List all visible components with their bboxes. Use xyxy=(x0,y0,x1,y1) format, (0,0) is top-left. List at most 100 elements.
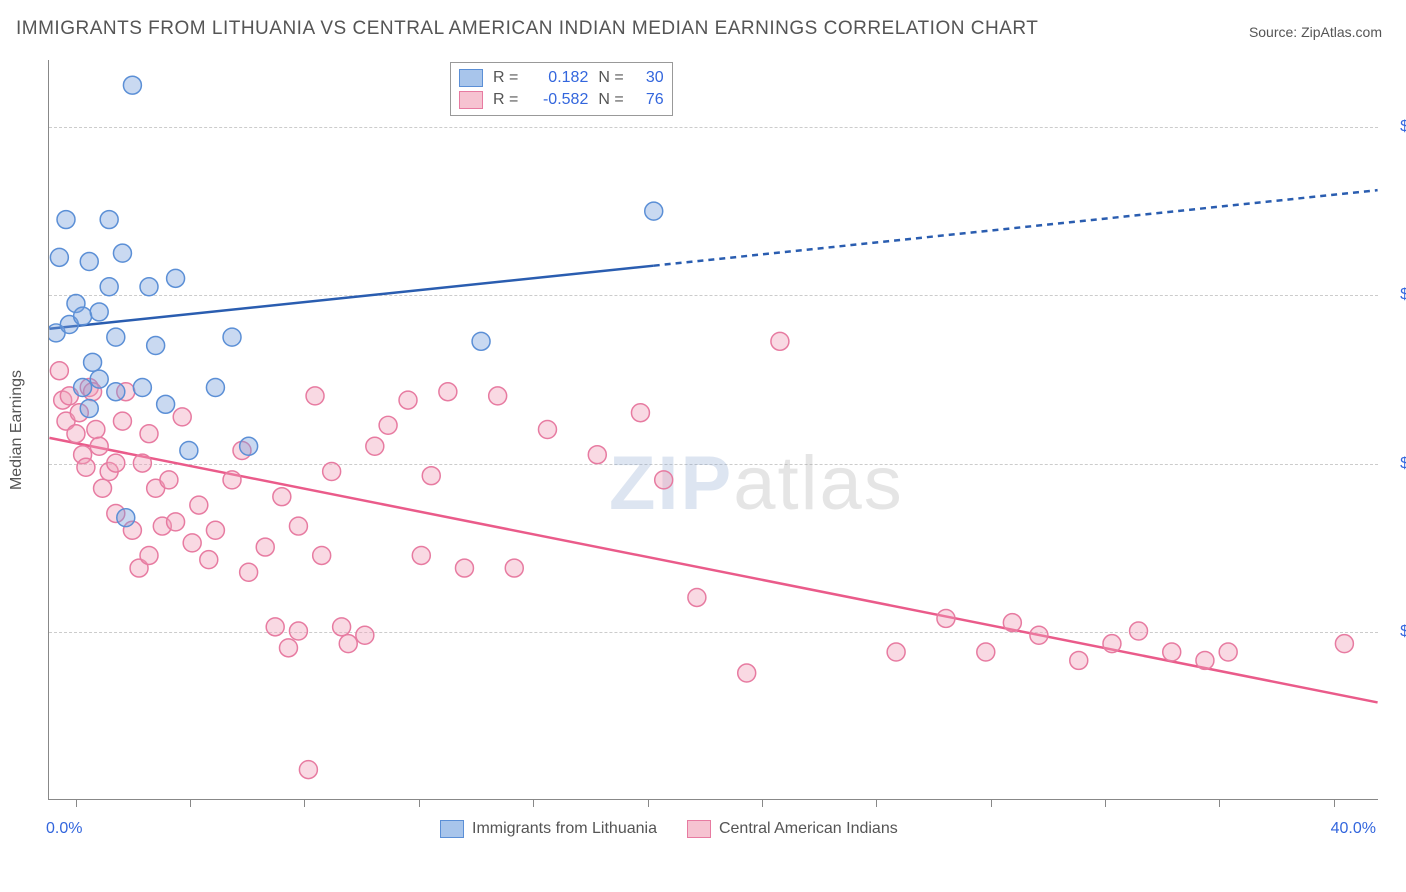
scatter-point xyxy=(223,328,241,346)
scatter-point xyxy=(206,521,224,539)
x-tick xyxy=(304,799,305,807)
scatter-point xyxy=(439,383,457,401)
scatter-point xyxy=(937,609,955,627)
scatter-point xyxy=(588,446,606,464)
scatter-point xyxy=(655,471,673,489)
legend-n-value: 30 xyxy=(634,69,664,87)
scatter-point xyxy=(67,425,85,443)
legend-swatch xyxy=(459,91,483,109)
trend-line xyxy=(49,266,653,329)
scatter-point xyxy=(1130,622,1148,640)
scatter-point xyxy=(167,513,185,531)
legend-series-item: Immigrants from Lithuania xyxy=(440,820,657,838)
scatter-point xyxy=(313,546,331,564)
legend-r-label: R = xyxy=(493,91,518,109)
scatter-point xyxy=(74,307,92,325)
legend-series-label: Immigrants from Lithuania xyxy=(472,820,657,838)
legend-n-label: N = xyxy=(598,69,623,87)
scatter-point xyxy=(80,400,98,418)
scatter-svg xyxy=(49,60,1378,799)
scatter-point xyxy=(1163,643,1181,661)
scatter-point xyxy=(240,437,258,455)
scatter-point xyxy=(90,437,108,455)
scatter-point xyxy=(50,362,68,380)
scatter-point xyxy=(645,202,663,220)
x-tick xyxy=(1105,799,1106,807)
y-tick-label: $60,000 xyxy=(1388,286,1406,304)
scatter-point xyxy=(94,479,112,497)
scatter-point xyxy=(289,622,307,640)
scatter-point xyxy=(505,559,523,577)
scatter-point xyxy=(140,278,158,296)
scatter-point xyxy=(200,551,218,569)
scatter-point xyxy=(100,278,118,296)
legend-swatch xyxy=(459,69,483,87)
scatter-point xyxy=(279,639,297,657)
scatter-point xyxy=(1196,651,1214,669)
legend-swatch xyxy=(687,820,711,838)
scatter-point xyxy=(422,467,440,485)
scatter-point xyxy=(379,416,397,434)
scatter-point xyxy=(273,488,291,506)
scatter-point xyxy=(100,211,118,229)
x-tick xyxy=(648,799,649,807)
x-tick xyxy=(533,799,534,807)
scatter-point xyxy=(117,509,135,527)
scatter-point xyxy=(140,546,158,564)
legend-r-label: R = xyxy=(493,69,518,87)
scatter-point xyxy=(223,471,241,489)
source-attribution: Source: ZipAtlas.com xyxy=(1249,24,1382,40)
scatter-point xyxy=(472,332,490,350)
scatter-point xyxy=(133,379,151,397)
chart-title: IMMIGRANTS FROM LITHUANIA VS CENTRAL AME… xyxy=(16,18,1038,40)
scatter-point xyxy=(180,442,198,460)
scatter-point xyxy=(306,387,324,405)
scatter-point xyxy=(157,395,175,413)
scatter-point xyxy=(77,458,95,476)
scatter-point xyxy=(140,425,158,443)
x-tick xyxy=(1334,799,1335,807)
scatter-point xyxy=(455,559,473,577)
scatter-point xyxy=(366,437,384,455)
chart-plot-area: ZIPatlas $20,000$40,000$60,000$80,000 xyxy=(48,60,1378,800)
scatter-point xyxy=(113,244,131,262)
legend-n-label: N = xyxy=(598,91,623,109)
scatter-point xyxy=(87,421,105,439)
x-tick xyxy=(876,799,877,807)
scatter-point xyxy=(107,383,125,401)
scatter-point xyxy=(190,496,208,514)
trend-line-dashed xyxy=(654,190,1378,266)
legend-correlation-row: R = 0.182 N = 30 xyxy=(459,67,664,89)
scatter-point xyxy=(887,643,905,661)
scatter-point xyxy=(631,404,649,422)
legend-correlation-row: R = -0.582 N = 76 xyxy=(459,89,664,111)
scatter-point xyxy=(1070,651,1088,669)
scatter-point xyxy=(107,454,125,472)
y-tick-label: $40,000 xyxy=(1388,455,1406,473)
y-axis-title: Median Earnings xyxy=(8,370,26,490)
scatter-point xyxy=(339,635,357,653)
scatter-point xyxy=(173,408,191,426)
scatter-point xyxy=(113,412,131,430)
y-tick-label: $80,000 xyxy=(1388,118,1406,136)
x-tick xyxy=(419,799,420,807)
legend-swatch xyxy=(440,820,464,838)
scatter-point xyxy=(538,421,556,439)
scatter-point xyxy=(356,626,374,644)
scatter-point xyxy=(333,618,351,636)
scatter-point xyxy=(74,379,92,397)
scatter-point xyxy=(399,391,417,409)
scatter-point xyxy=(1219,643,1237,661)
scatter-point xyxy=(147,337,165,355)
legend-n-value: 76 xyxy=(634,91,664,109)
scatter-point xyxy=(160,471,178,489)
scatter-point xyxy=(167,269,185,287)
x-tick xyxy=(991,799,992,807)
scatter-point xyxy=(206,379,224,397)
scatter-point xyxy=(1103,635,1121,653)
scatter-point xyxy=(738,664,756,682)
scatter-point xyxy=(57,211,75,229)
scatter-point xyxy=(977,643,995,661)
legend-r-value: 0.182 xyxy=(528,69,588,87)
legend-correlation-box: R = 0.182 N = 30 R = -0.582 N = 76 xyxy=(450,62,673,116)
